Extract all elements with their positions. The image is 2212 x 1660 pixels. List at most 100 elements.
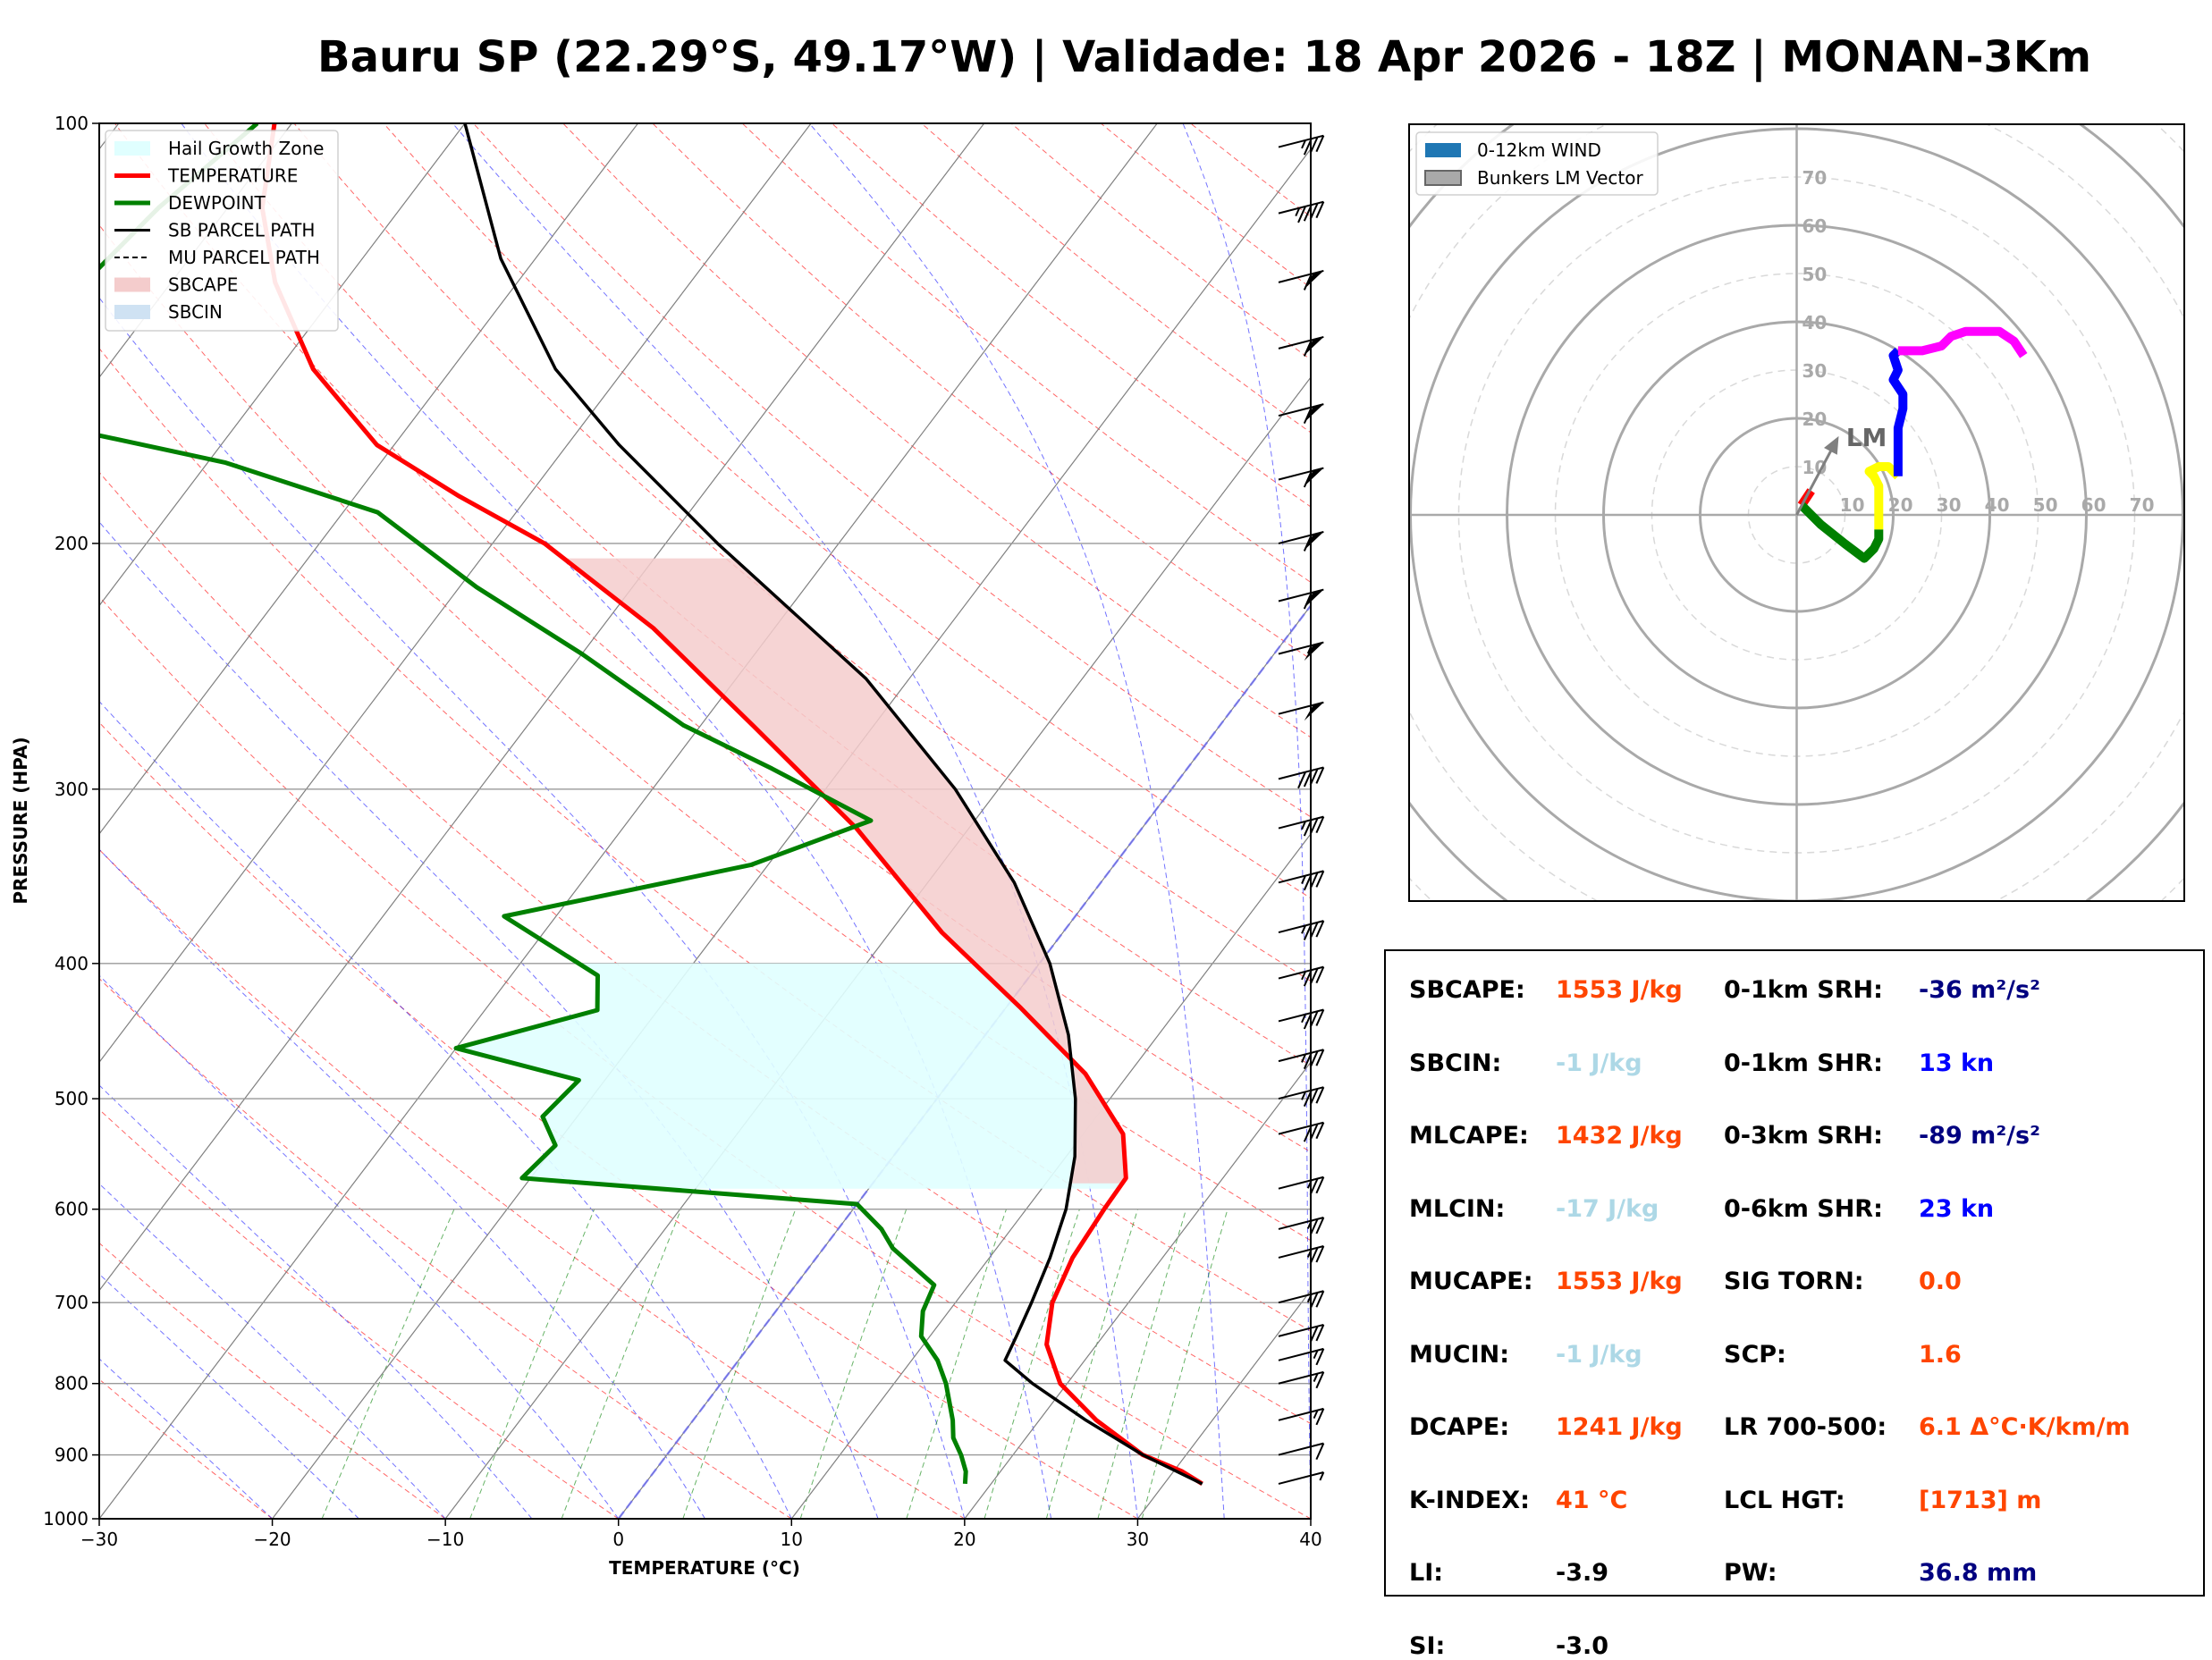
x-tick-label: 10 (781, 1529, 803, 1550)
hodograph-ring-label: 60 (1803, 215, 1828, 237)
wind-barb (1279, 202, 1323, 223)
param-value: 23 kn (1919, 1195, 1994, 1223)
hodograph-ring-label: 20 (1803, 409, 1828, 430)
param-value: -3.9 (1556, 1559, 1608, 1587)
hodograph-ring-label: 50 (2033, 494, 2058, 516)
hodograph-ring-label: 40 (1803, 312, 1828, 333)
mixing-ratio-line (683, 1209, 796, 1519)
param-label: MLCAPE: (1409, 1122, 1529, 1150)
wind-barb (1279, 1291, 1323, 1309)
param-label: SBCIN: (1409, 1049, 1501, 1077)
param-label: DCAPE: (1409, 1413, 1509, 1441)
mixing-ratio-line (470, 1209, 595, 1519)
legend-label: SB PARCEL PATH (168, 220, 315, 241)
x-axis-label: TEMPERATURE (°C) (609, 1557, 800, 1579)
param-label: MUCAPE: (1409, 1268, 1533, 1295)
wind-barb (1279, 590, 1323, 609)
wind-barb (1279, 1444, 1323, 1460)
wind-barb-flag (1304, 337, 1324, 355)
wind-barb (1279, 1009, 1323, 1028)
dry-adiabat (0, 123, 1484, 1519)
param-value: -1 J/kg (1556, 1049, 1642, 1077)
hodograph-legend-label: Bunkers LM Vector (1477, 167, 1644, 189)
isotherm (0, 123, 638, 1519)
param-value: -89 m²/s² (1919, 1122, 2040, 1150)
wind-barb (1279, 1218, 1323, 1235)
param-value: 0.0 (1919, 1268, 1962, 1295)
bunkers-lm-label: LM (1846, 423, 1887, 452)
wind-barb-shaft (1279, 1472, 1323, 1484)
wind-barb (1279, 1372, 1323, 1388)
param-value: 6.1 Δ°C·K/km/m (1919, 1413, 2131, 1441)
dry-adiabat (0, 123, 965, 1519)
wind-barb-flag (1304, 468, 1324, 486)
moist-adiabat (452, 123, 1137, 1519)
y-tick-label: 900 (55, 1445, 89, 1466)
wind-barb (1279, 703, 1323, 720)
wind-barb (1279, 1177, 1323, 1195)
hodograph-legend-swatch (1425, 143, 1461, 157)
wind-barb (1279, 1049, 1323, 1068)
mixing-ratio-line (800, 1209, 907, 1519)
legend-swatch (114, 305, 150, 319)
wind-barb (1279, 921, 1323, 940)
wind-barb (1279, 532, 1323, 551)
x-tick-label: −30 (80, 1529, 118, 1550)
y-tick-label: 300 (55, 779, 89, 800)
wind-barb (1279, 1123, 1323, 1142)
wind-barb-flag (1304, 271, 1324, 289)
wind-barb (1279, 404, 1323, 423)
wind-barb (1279, 1087, 1323, 1106)
y-tick-label: 800 (55, 1373, 89, 1395)
y-axis-label: PRESSURE (HPA) (10, 737, 31, 904)
x-tick-label: 0 (612, 1529, 624, 1550)
param-label: LCL HGT: (1724, 1487, 1845, 1514)
param-value: -36 m²/s² (1919, 976, 2040, 1004)
legend-label: DEWPOINT (168, 192, 266, 214)
hodograph-ring-label: 70 (2130, 494, 2155, 516)
mixing-ratio-line (984, 1209, 1079, 1519)
dry-adiabat (0, 123, 273, 1519)
isotherm (0, 123, 984, 1519)
param-value: 1.6 (1919, 1341, 1962, 1369)
hodograph-ring-label: 30 (1803, 360, 1828, 382)
x-tick-label: 20 (953, 1529, 975, 1550)
param-value: 1553 J/kg (1556, 1268, 1683, 1295)
param-label: 0-3km SRH: (1724, 1122, 1883, 1150)
param-value: [1713] m (1919, 1487, 2041, 1514)
hodograph-ring-label: 30 (1937, 494, 1962, 516)
wind-barb-flag (1304, 703, 1324, 720)
isotherm (0, 123, 291, 1519)
wind-barb-flag (1304, 643, 1324, 661)
wind-barb (1279, 1409, 1323, 1425)
isotherm (0, 123, 811, 1519)
x-tick-label: −20 (253, 1529, 291, 1550)
wind-barb (1279, 967, 1323, 986)
wind-barb (1279, 767, 1323, 788)
moist-adiabat (0, 123, 273, 1519)
param-value: -17 J/kg (1556, 1195, 1659, 1223)
param-value: 41 °C (1556, 1487, 1627, 1514)
param-label: PW: (1724, 1559, 1777, 1587)
wind-barb (1279, 643, 1323, 661)
wind-barb (1279, 136, 1323, 155)
temperature-line (262, 123, 1202, 1484)
param-label: MUCIN: (1409, 1341, 1509, 1369)
param-label: 0-6km SHR: (1724, 1195, 1883, 1223)
param-label: MLCIN: (1409, 1195, 1505, 1223)
param-value: 1432 J/kg (1556, 1122, 1683, 1150)
x-tick-label: 40 (1299, 1529, 1321, 1550)
moist-adiabat (1183, 123, 1311, 1519)
param-value: 1553 J/kg (1556, 976, 1683, 1004)
y-tick-label: 1000 (43, 1508, 89, 1529)
wind-barb (1279, 1325, 1323, 1343)
hodograph-ring-label: 40 (1985, 494, 2010, 516)
mixing-ratio-line (561, 1209, 681, 1519)
hodograph-ring-label: 50 (1803, 264, 1828, 285)
isotherm (273, 123, 1330, 1519)
param-label: SI: (1409, 1632, 1445, 1660)
y-tick-label: 700 (55, 1292, 89, 1313)
param-value: 13 kn (1919, 1049, 1994, 1077)
hodograph-legend-label: 0-12km WIND (1477, 139, 1601, 161)
